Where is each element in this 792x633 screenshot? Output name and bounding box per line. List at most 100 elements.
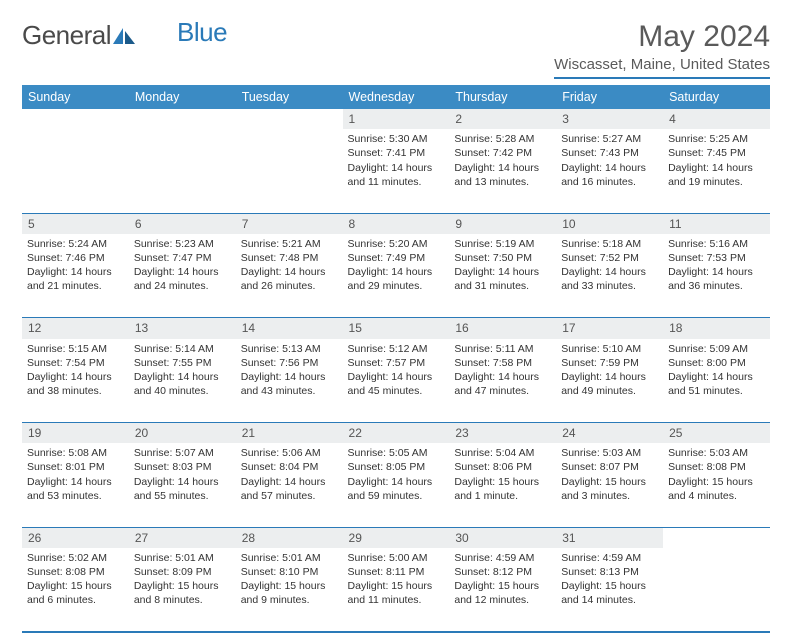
sunset-line: Sunset: 7:45 PM bbox=[668, 146, 765, 160]
sunset-line: Sunset: 8:12 PM bbox=[454, 565, 551, 579]
sunrise-line: Sunrise: 5:08 AM bbox=[27, 446, 124, 460]
sunset-line: Sunset: 8:05 PM bbox=[348, 460, 445, 474]
sunset-line: Sunset: 8:03 PM bbox=[134, 460, 231, 474]
day-number: 1 bbox=[343, 109, 450, 129]
day-number: 16 bbox=[449, 318, 556, 339]
weekday-sunday: Sunday bbox=[22, 85, 129, 109]
sunrise-line: Sunrise: 5:24 AM bbox=[27, 237, 124, 251]
day-number: 29 bbox=[343, 527, 450, 548]
day-number: 17 bbox=[556, 318, 663, 339]
sunset-line: Sunset: 7:41 PM bbox=[348, 146, 445, 160]
daylight-line: Daylight: 14 hours and 19 minutes. bbox=[668, 161, 765, 189]
day-detail: Sunrise: 5:08 AMSunset: 8:01 PMDaylight:… bbox=[22, 443, 129, 527]
daylight-line: Daylight: 14 hours and 40 minutes. bbox=[134, 370, 231, 398]
weekday-wednesday: Wednesday bbox=[343, 85, 450, 109]
day-detail: Sunrise: 5:06 AMSunset: 8:04 PMDaylight:… bbox=[236, 443, 343, 527]
day-number: 5 bbox=[22, 213, 129, 234]
sunrise-line: Sunrise: 5:15 AM bbox=[27, 342, 124, 356]
brand-logo: General Blue bbox=[22, 20, 227, 51]
sunset-line: Sunset: 8:04 PM bbox=[241, 460, 338, 474]
weekday-header-row: SundayMondayTuesdayWednesdayThursdayFrid… bbox=[22, 85, 770, 109]
daylight-line: Daylight: 15 hours and 4 minutes. bbox=[668, 475, 765, 503]
sunrise-line: Sunrise: 5:23 AM bbox=[134, 237, 231, 251]
day-number: 21 bbox=[236, 423, 343, 444]
day-number: 19 bbox=[22, 423, 129, 444]
sunrise-line: Sunrise: 5:16 AM bbox=[668, 237, 765, 251]
day-number: 18 bbox=[663, 318, 770, 339]
sunrise-line: Sunrise: 5:19 AM bbox=[454, 237, 551, 251]
sunrise-line: Sunrise: 5:09 AM bbox=[668, 342, 765, 356]
sunset-line: Sunset: 8:08 PM bbox=[27, 565, 124, 579]
day-detail: Sunrise: 5:04 AMSunset: 8:06 PMDaylight:… bbox=[449, 443, 556, 527]
sunrise-line: Sunrise: 5:05 AM bbox=[348, 446, 445, 460]
day-number: 12 bbox=[22, 318, 129, 339]
sunrise-line: Sunrise: 5:30 AM bbox=[348, 132, 445, 146]
weekday-thursday: Thursday bbox=[449, 85, 556, 109]
day-detail: Sunrise: 5:10 AMSunset: 7:59 PMDaylight:… bbox=[556, 339, 663, 423]
day-number: 20 bbox=[129, 423, 236, 444]
day-detail: Sunrise: 5:01 AMSunset: 8:09 PMDaylight:… bbox=[129, 548, 236, 632]
daylight-line: Daylight: 14 hours and 45 minutes. bbox=[348, 370, 445, 398]
day-detail bbox=[663, 548, 770, 632]
daylight-line: Daylight: 14 hours and 49 minutes. bbox=[561, 370, 658, 398]
day-number: 30 bbox=[449, 527, 556, 548]
day-number: 31 bbox=[556, 527, 663, 548]
day-number bbox=[663, 527, 770, 548]
day-detail: Sunrise: 5:30 AMSunset: 7:41 PMDaylight:… bbox=[343, 129, 450, 213]
sunrise-line: Sunrise: 5:10 AM bbox=[561, 342, 658, 356]
daylight-line: Daylight: 14 hours and 59 minutes. bbox=[348, 475, 445, 503]
sunset-line: Sunset: 7:56 PM bbox=[241, 356, 338, 370]
sunrise-line: Sunrise: 5:03 AM bbox=[561, 446, 658, 460]
daylight-line: Daylight: 15 hours and 1 minute. bbox=[454, 475, 551, 503]
daylight-line: Daylight: 14 hours and 21 minutes. bbox=[27, 265, 124, 293]
calendar-grid: SundayMondayTuesdayWednesdayThursdayFrid… bbox=[22, 85, 770, 633]
header: General Blue May 2024 Wiscasset, Maine, … bbox=[22, 20, 770, 79]
sunset-line: Sunset: 8:08 PM bbox=[668, 460, 765, 474]
day-detail: Sunrise: 5:11 AMSunset: 7:58 PMDaylight:… bbox=[449, 339, 556, 423]
day-detail: Sunrise: 5:00 AMSunset: 8:11 PMDaylight:… bbox=[343, 548, 450, 632]
day-detail: Sunrise: 5:19 AMSunset: 7:50 PMDaylight:… bbox=[449, 234, 556, 318]
sunrise-line: Sunrise: 5:01 AM bbox=[134, 551, 231, 565]
calendar-body: 1234Sunrise: 5:30 AMSunset: 7:41 PMDayli… bbox=[22, 109, 770, 632]
day-detail: Sunrise: 5:05 AMSunset: 8:05 PMDaylight:… bbox=[343, 443, 450, 527]
daylight-line: Daylight: 14 hours and 51 minutes. bbox=[668, 370, 765, 398]
sunrise-line: Sunrise: 5:04 AM bbox=[454, 446, 551, 460]
day-detail-row: Sunrise: 5:08 AMSunset: 8:01 PM Daylight:… bbox=[22, 443, 770, 527]
day-number bbox=[129, 109, 236, 129]
sunset-line: Sunset: 7:54 PM bbox=[27, 356, 124, 370]
sunset-line: Sunset: 7:48 PM bbox=[241, 251, 338, 265]
daylight-line: Daylight: 15 hours and 6 minutes. bbox=[27, 579, 124, 607]
day-number: 13 bbox=[129, 318, 236, 339]
day-detail: Sunrise: 5:13 AMSunset: 7:56 PMDaylight:… bbox=[236, 339, 343, 423]
sunset-line: Sunset: 8:11 PM bbox=[348, 565, 445, 579]
sunset-line: Sunset: 7:47 PM bbox=[134, 251, 231, 265]
day-number-row: 19202122232425 bbox=[22, 423, 770, 444]
daylight-line: Daylight: 14 hours and 57 minutes. bbox=[241, 475, 338, 503]
day-detail: Sunrise: 5:25 AMSunset: 7:45 PMDaylight:… bbox=[663, 129, 770, 213]
day-detail: Sunrise: 4:59 AMSunset: 8:12 PMDaylight:… bbox=[449, 548, 556, 632]
sunrise-line: Sunrise: 5:00 AM bbox=[348, 551, 445, 565]
sunrise-line: Sunrise: 5:18 AM bbox=[561, 237, 658, 251]
daylight-line: Daylight: 14 hours and 43 minutes. bbox=[241, 370, 338, 398]
sunrise-line: Sunrise: 5:27 AM bbox=[561, 132, 658, 146]
sunrise-line: Sunrise: 5:21 AM bbox=[241, 237, 338, 251]
day-number: 24 bbox=[556, 423, 663, 444]
sunrise-line: Sunrise: 5:12 AM bbox=[348, 342, 445, 356]
sunrise-line: Sunrise: 5:25 AM bbox=[668, 132, 765, 146]
sunset-line: Sunset: 8:01 PM bbox=[27, 460, 124, 474]
sunset-line: Sunset: 7:53 PM bbox=[668, 251, 765, 265]
day-detail-row: Sunrise: 5:24 AMSunset: 7:46 PMDaylight:… bbox=[22, 234, 770, 318]
daylight-line: Daylight: 15 hours and 12 minutes. bbox=[454, 579, 551, 607]
day-detail: Sunrise: 4:59 AMSunset: 8:13 PMDaylight:… bbox=[556, 548, 663, 632]
sunrise-line: Sunrise: 5:01 AM bbox=[241, 551, 338, 565]
sunset-line: Sunset: 7:50 PM bbox=[454, 251, 551, 265]
daylight-line: Daylight: 15 hours and 8 minutes. bbox=[134, 579, 231, 607]
day-number: 9 bbox=[449, 213, 556, 234]
day-number: 22 bbox=[343, 423, 450, 444]
daylight-line: Daylight: 14 hours and 31 minutes. bbox=[454, 265, 551, 293]
day-detail-row: Sunrise: 5:15 AMSunset: 7:54 PM Daylight:… bbox=[22, 339, 770, 423]
weekday-friday: Friday bbox=[556, 85, 663, 109]
day-detail: Sunrise: 5:03 AMSunset: 8:07 PMDaylight:… bbox=[556, 443, 663, 527]
daylight-line: Daylight: 14 hours and 16 minutes. bbox=[561, 161, 658, 189]
daylight-line: Daylight: 15 hours and 14 minutes. bbox=[561, 579, 658, 607]
